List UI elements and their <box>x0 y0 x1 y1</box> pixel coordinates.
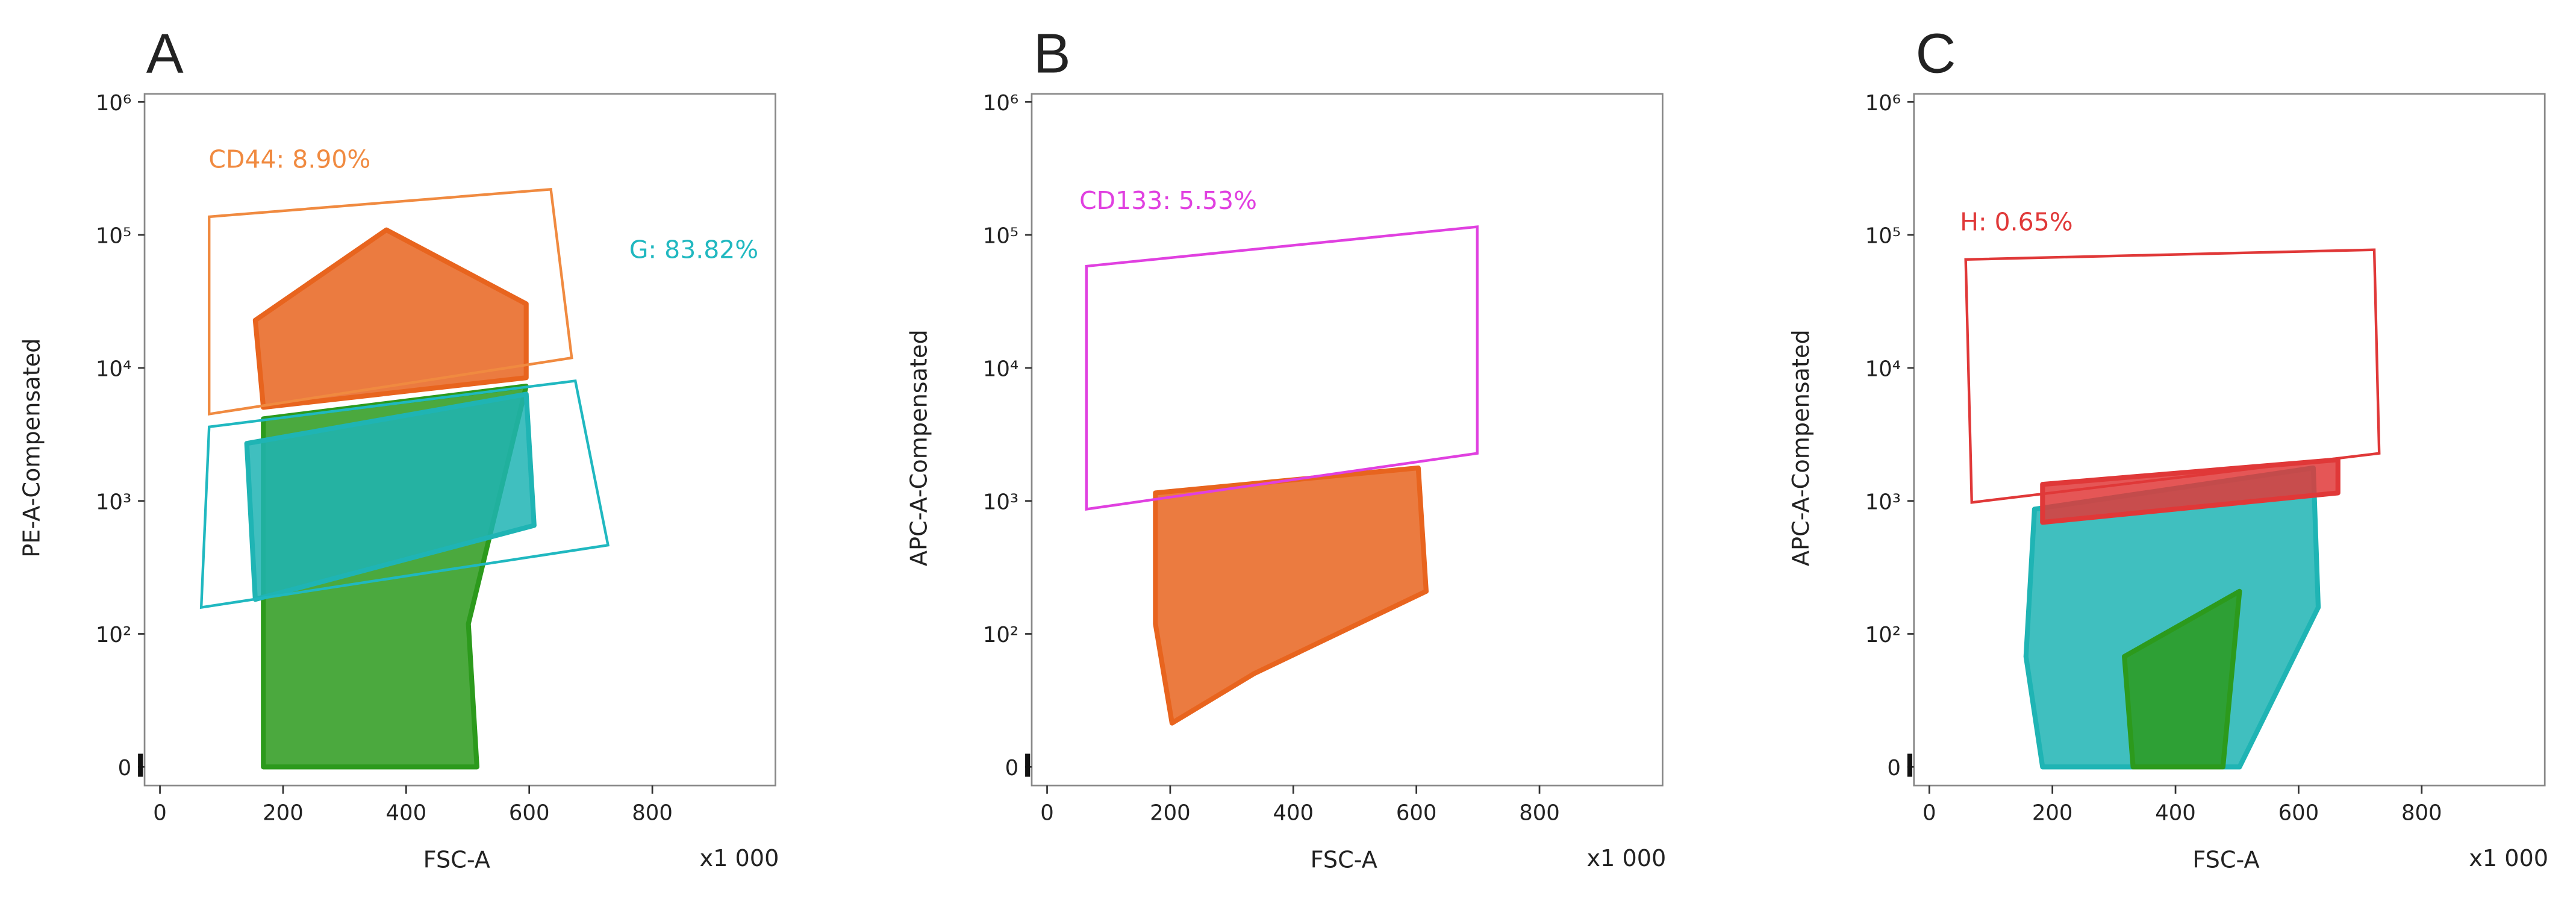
population-region <box>2040 457 2341 525</box>
gate <box>199 379 610 609</box>
gate-label: G: 83.82% <box>629 235 758 264</box>
gate <box>208 188 573 416</box>
x-tick-label: 600 <box>509 801 550 826</box>
x-tick-label: 0 <box>1923 801 1936 826</box>
population-region <box>2122 588 2242 770</box>
y-tick-label: 10⁵ <box>1865 224 1901 249</box>
plot-frame <box>1913 93 2546 787</box>
y-tick-label: 10⁴ <box>1865 357 1901 382</box>
x-tick-label: 400 <box>2155 801 2196 826</box>
x-tick-label: 200 <box>263 801 304 826</box>
y-tick-label: 10² <box>96 623 131 647</box>
y-tick-label: 10⁶ <box>1865 91 1901 116</box>
x-tick-label: 0 <box>153 801 167 826</box>
panel-label: B <box>1034 22 1071 84</box>
y-axis-label: PE-A-Compensated <box>19 338 45 558</box>
x-tick-label: 600 <box>2278 801 2319 826</box>
y-tick-label: 10⁵ <box>983 224 1018 249</box>
x-tick-label: 800 <box>632 801 673 826</box>
x-tick-label: 0 <box>1040 801 1054 826</box>
gate <box>1964 248 2381 504</box>
x-multiplier: x1 000 <box>1586 846 1666 872</box>
x-multiplier: x1 000 <box>2469 846 2548 872</box>
x-tick-label: 800 <box>1519 801 1560 826</box>
panel-label: A <box>146 22 184 84</box>
y-tick-label: 0 <box>118 756 132 781</box>
y-axis-label: APC-A-Compensated <box>1788 329 1815 566</box>
y-tick-label: 10⁶ <box>983 91 1018 116</box>
plot-frame <box>143 93 776 787</box>
y-tick-label: 10³ <box>1865 490 1901 514</box>
zero-marker <box>138 753 143 777</box>
x-axis-label: FSC-A <box>2192 847 2259 874</box>
y-axis-label: APC-A-Compensated <box>906 329 932 566</box>
y-tick-label: 10³ <box>983 490 1018 514</box>
x-tick-label: 200 <box>1150 801 1191 826</box>
x-axis-label: FSC-A <box>1311 847 1377 874</box>
x-tick-label: 600 <box>1396 801 1437 826</box>
x-tick-label: 800 <box>2401 801 2442 826</box>
y-tick-label: 10² <box>1865 623 1901 647</box>
y-tick-label: 10⁵ <box>96 224 131 249</box>
x-axis-label: FSC-A <box>423 847 490 874</box>
y-tick-label: 0 <box>1005 756 1019 781</box>
y-tick-label: 10⁴ <box>96 357 131 382</box>
x-tick-label: 400 <box>386 801 427 826</box>
panel-label: C <box>1915 22 1956 84</box>
y-tick-label: 10² <box>983 623 1018 647</box>
gate-label: H: 0.65% <box>1960 207 2072 236</box>
x-multiplier: x1 000 <box>700 846 779 872</box>
population-region <box>252 227 529 410</box>
plot-frame <box>1031 93 1664 787</box>
y-tick-label: 10⁴ <box>983 357 1018 382</box>
zero-marker <box>1907 753 1913 777</box>
zero-marker <box>1025 753 1031 777</box>
gate <box>1085 225 1479 511</box>
population-region <box>244 391 537 602</box>
y-tick-label: 10⁶ <box>96 91 131 116</box>
x-tick-label: 200 <box>2032 801 2073 826</box>
gate-label: CD44: 8.90% <box>208 145 370 174</box>
population-region <box>1153 465 1429 726</box>
gate-label: CD133: 5.53% <box>1079 186 1257 215</box>
y-tick-label: 10³ <box>96 490 131 514</box>
x-tick-label: 400 <box>1273 801 1314 826</box>
y-tick-label: 0 <box>1887 756 1901 781</box>
